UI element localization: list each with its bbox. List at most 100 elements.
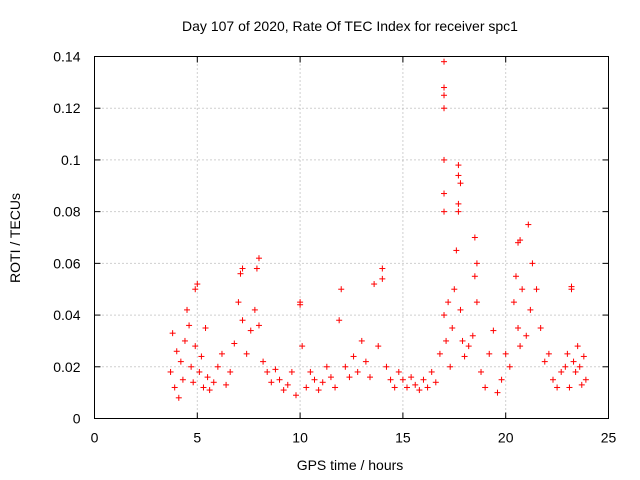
data-point-marker [299, 343, 306, 350]
data-point-marker [455, 200, 462, 207]
data-point-marker [237, 270, 244, 277]
axis-ticks [94, 56, 609, 419]
data-point-marker [206, 387, 213, 394]
data-point-marker [371, 281, 378, 288]
data-point-marker [399, 376, 406, 383]
x-axis-label: GPS time / hours [297, 457, 404, 473]
data-point-marker [223, 381, 230, 388]
data-point-marker [387, 376, 394, 383]
data-point-marker [336, 317, 343, 324]
data-point-marker [379, 275, 386, 282]
data-point-marker [525, 221, 532, 228]
data-point-marker [404, 384, 411, 391]
data-point-marker [167, 368, 174, 375]
data-point-marker [478, 368, 485, 375]
data-point-marker [264, 368, 271, 375]
data-point-marker [307, 368, 314, 375]
data-point-marker [537, 325, 544, 331]
y-tick-label: 0.1 [61, 152, 81, 168]
data-point-marker [441, 312, 448, 319]
data-point-marker [436, 350, 443, 357]
data-point-marker [395, 368, 402, 375]
data-point-marker [512, 273, 519, 280]
data-point-marker [502, 350, 509, 357]
data-point-marker [416, 387, 423, 394]
data-point-marker [358, 337, 365, 344]
x-tick-label: 5 [193, 430, 201, 446]
data-point-marker [227, 368, 234, 375]
data-point-marker [338, 286, 345, 293]
data-point-marker [253, 265, 260, 272]
data-point-marker [455, 172, 462, 179]
data-point-marker [447, 363, 454, 370]
data-point-marker [284, 381, 291, 388]
data-point-marker [494, 389, 501, 396]
data-point-marker [192, 343, 199, 350]
data-point-marker [276, 376, 283, 383]
data-point-marker [441, 156, 448, 163]
data-point-marker [441, 58, 448, 65]
data-point-marker [188, 363, 195, 370]
data-point-marker [506, 363, 513, 370]
data-point-marker [562, 363, 569, 370]
data-point-marker [323, 363, 330, 370]
data-point-marker [572, 368, 579, 375]
data-point-marker [515, 325, 522, 331]
data-point-marker [239, 265, 246, 272]
data-point-marker [235, 299, 242, 306]
data-point-marker [441, 190, 448, 197]
data-point-marker [198, 353, 205, 360]
data-point-marker [362, 358, 369, 365]
data-point-marker [231, 340, 238, 347]
data-point-marker [342, 363, 349, 370]
data-point-marker [471, 234, 478, 241]
data-point-marker [582, 376, 589, 383]
data-point-marker [200, 384, 207, 391]
data-point-marker [441, 208, 448, 215]
data-point-marker [473, 260, 480, 267]
data-point-marker [375, 343, 382, 350]
data-point-marker [218, 350, 225, 357]
data-point-marker [202, 325, 209, 331]
data-point-marker [486, 350, 493, 357]
data-point-marker [175, 394, 182, 401]
y-axis-label: ROTI / TECUs [7, 193, 23, 283]
y-tick-label: 0.12 [53, 100, 80, 116]
y-tick-label: 0 [73, 411, 81, 427]
data-point-marker [533, 286, 540, 293]
data-point-marker [471, 273, 478, 280]
data-point-marker [327, 374, 334, 381]
data-point-marker [315, 387, 322, 394]
data-point-marker [455, 162, 462, 169]
data-point-marker [391, 384, 398, 391]
grid-lines [94, 56, 609, 419]
data-point-marker [169, 330, 176, 337]
data-point-marker [545, 350, 552, 357]
data-point-marker [408, 374, 415, 381]
data-point-marker [510, 299, 517, 306]
data-point-marker [424, 384, 431, 391]
data-point-marker [580, 353, 587, 360]
data-point-marker [346, 374, 353, 381]
data-point-marker [350, 353, 357, 360]
y-tick-label: 0.02 [53, 359, 80, 375]
data-point-marker [292, 392, 299, 399]
x-tick-label: 20 [498, 430, 514, 446]
data-point-marker [420, 376, 427, 383]
data-point-marker [181, 337, 188, 344]
y-tick-label: 0.06 [53, 255, 80, 271]
y-tick-label: 0.14 [53, 49, 80, 65]
data-point-marker [288, 368, 295, 375]
data-point-marker [441, 92, 448, 99]
data-point-marker [428, 368, 435, 375]
data-point-marker [566, 384, 573, 391]
data-point-marker [451, 286, 458, 293]
data-point-marker [517, 237, 524, 244]
data-point-marker [243, 350, 250, 357]
data-point-marker [455, 208, 462, 215]
data-point-marker [319, 379, 326, 386]
data-point-marker [441, 105, 448, 112]
data-point-marker [179, 376, 186, 383]
data-point-marker [453, 247, 460, 254]
y-tick-label: 0.04 [53, 307, 80, 323]
